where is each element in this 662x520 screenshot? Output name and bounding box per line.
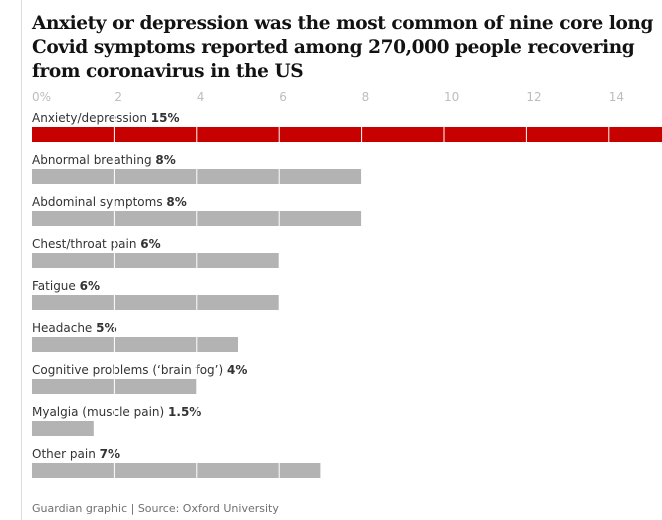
category-name: Chest/throat pain [32, 237, 140, 251]
category-name: Fatigue [32, 279, 80, 293]
category-value-label: 6% [140, 237, 160, 251]
x-tick-label: 8 [362, 90, 370, 104]
highlight-bar [32, 127, 662, 142]
x-tick-label: 4 [197, 90, 205, 104]
category-value-label: 8% [166, 195, 186, 209]
category-name: Headache [32, 321, 96, 335]
x-tick-label: 12 [526, 90, 541, 104]
bar [32, 421, 94, 436]
bar [32, 295, 280, 310]
x-tick-label: 2 [114, 90, 122, 104]
category-label: Abnormal breathing 8% [32, 153, 176, 167]
category-name: Abnormal breathing [32, 153, 155, 167]
left-frame-line [21, 0, 22, 520]
category-label: Chest/throat pain 6% [32, 237, 161, 251]
category-value-label: 8% [155, 153, 175, 167]
category-label: Abdominal symptoms 8% [32, 195, 187, 209]
category-value-label: 6% [80, 279, 100, 293]
category-label: Myalgia (muscle pain) 1.5% [32, 405, 201, 419]
x-tick-label: 14 [609, 90, 624, 104]
chart-title: Anxiety or depression was the most commo… [32, 13, 654, 82]
category-value-label: 4% [227, 363, 247, 377]
bar [32, 253, 280, 268]
category-label: Fatigue 6% [32, 279, 100, 293]
category-label: Cognitive problems (‘brain fog’) 4% [32, 363, 247, 377]
category-label: Other pain 7% [32, 447, 120, 461]
bar [32, 337, 238, 352]
category-value-label: 15% [151, 111, 180, 125]
category-label: Headache 5% [32, 321, 117, 335]
x-tick-label: 0% [32, 90, 51, 104]
category-value-label: 5% [96, 321, 116, 335]
x-tick-label: 10 [444, 90, 459, 104]
category-name: Cognitive problems (‘brain fog’) [32, 363, 227, 377]
x-tick-label: 6 [279, 90, 287, 104]
bar-chart: 0% 2 4 6 8 10 12 14 Anxiety/depression 15% Abnorm… [32, 90, 662, 478]
category-value-label: 1.5% [168, 405, 201, 419]
source-note: Guardian graphic | Source: Oxford Univer… [32, 502, 279, 515]
category-name: Anxiety/depression [32, 111, 151, 125]
category-name: Abdominal symptoms [32, 195, 166, 209]
bar [32, 463, 321, 478]
category-name: Other pain [32, 447, 100, 461]
category-name: Myalgia (muscle pain) [32, 405, 168, 419]
category-label: Anxiety/depression 15% [32, 111, 180, 125]
category-value-label: 7% [100, 447, 120, 461]
